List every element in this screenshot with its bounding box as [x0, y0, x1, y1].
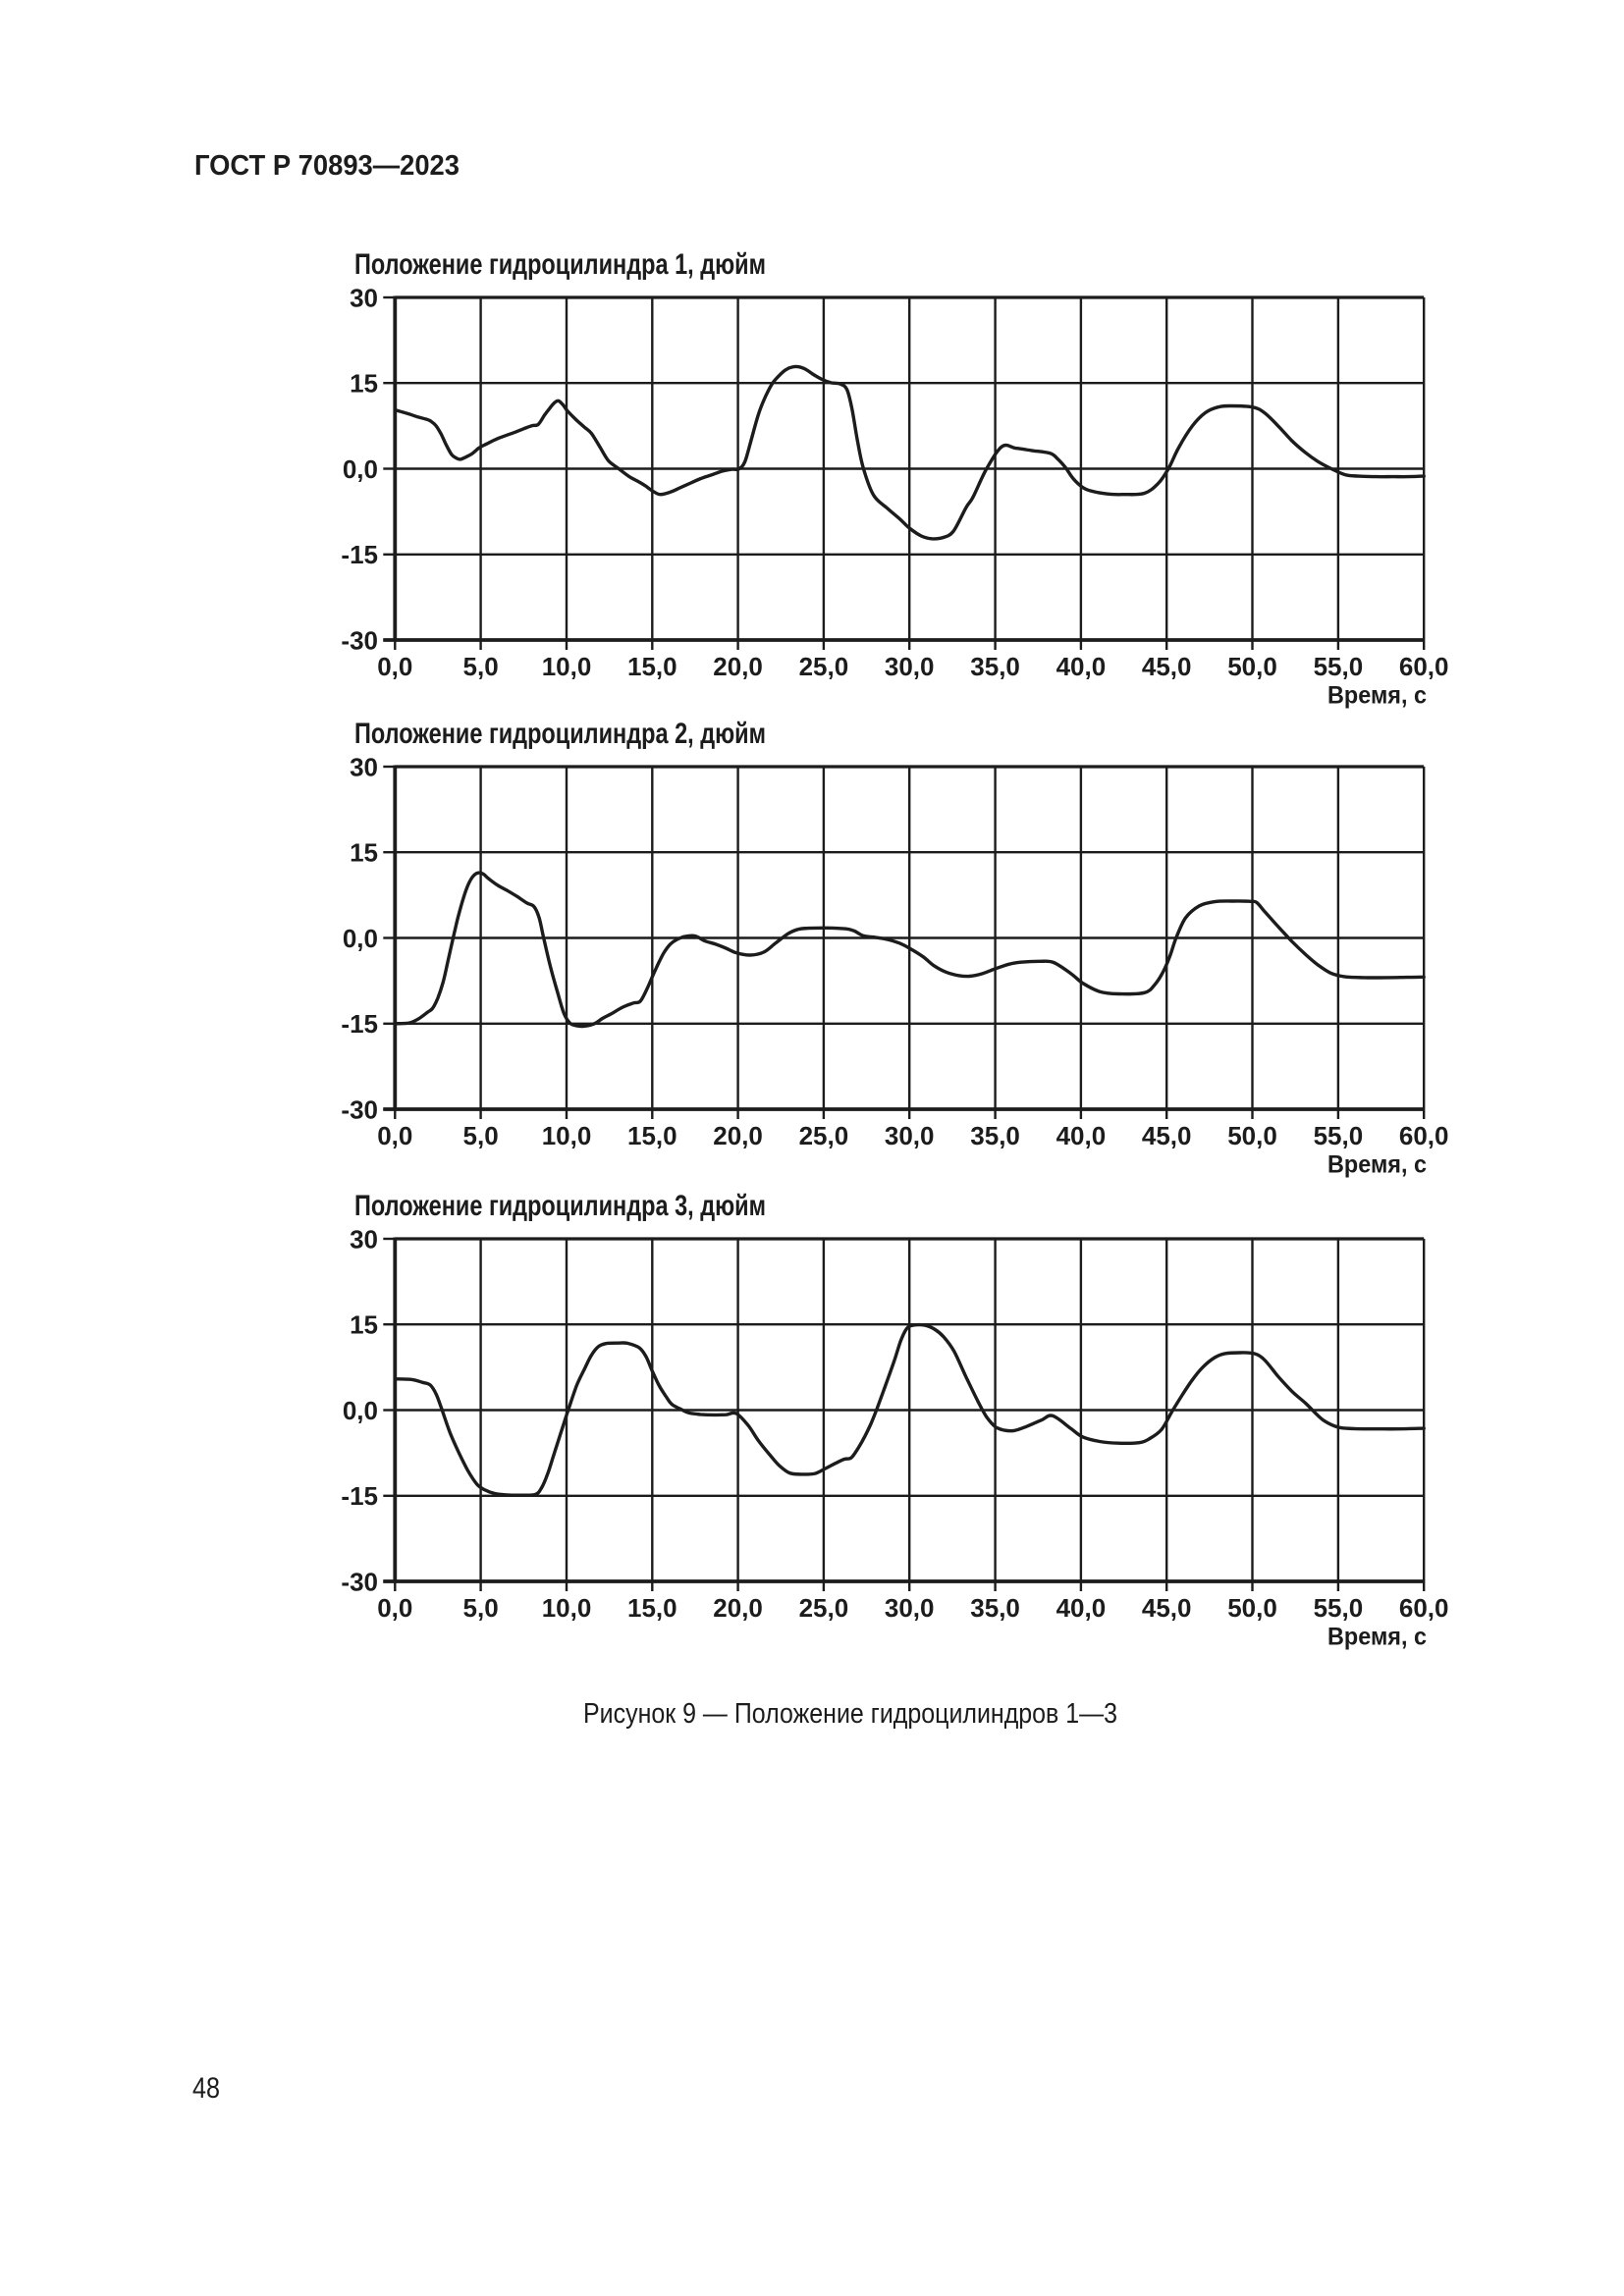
svg-text:Положение гидроцилиндра 3, дюй: Положение гидроцилиндра 3, дюйм [354, 1190, 766, 1222]
svg-text:25,0: 25,0 [799, 1121, 849, 1150]
svg-text:15,0: 15,0 [627, 1121, 677, 1150]
svg-text:10,0: 10,0 [542, 1593, 592, 1623]
svg-text:20,0: 20,0 [713, 1121, 763, 1150]
svg-text:10,0: 10,0 [542, 652, 592, 681]
svg-text:45,0: 45,0 [1142, 1121, 1192, 1150]
svg-text:55,0: 55,0 [1314, 652, 1364, 681]
svg-text:50,0: 50,0 [1227, 1593, 1277, 1623]
svg-text:0,0: 0,0 [343, 1396, 378, 1425]
svg-text:Время, с: Время, с [1327, 1624, 1427, 1651]
svg-text:45,0: 45,0 [1142, 652, 1192, 681]
svg-text:-15: -15 [341, 540, 378, 569]
svg-text:0,0: 0,0 [377, 1593, 412, 1623]
svg-text:Время, с: Время, с [1327, 1151, 1427, 1179]
svg-text:35,0: 35,0 [970, 1121, 1020, 1150]
svg-text:40,0: 40,0 [1056, 1593, 1107, 1623]
svg-text:35,0: 35,0 [970, 1593, 1020, 1623]
svg-text:30,0: 30,0 [885, 652, 935, 681]
svg-text:15: 15 [350, 1310, 378, 1340]
svg-text:Положение гидроцилиндра 1, дюй: Положение гидроцилиндра 1, дюйм [354, 248, 766, 281]
svg-text:5,0: 5,0 [463, 1121, 499, 1150]
svg-text:45,0: 45,0 [1142, 1593, 1192, 1623]
svg-text:10,0: 10,0 [542, 1121, 592, 1150]
svg-text:-30: -30 [341, 1567, 378, 1596]
svg-text:55,0: 55,0 [1314, 1121, 1364, 1150]
svg-text:25,0: 25,0 [799, 652, 849, 681]
svg-text:0,0: 0,0 [377, 652, 412, 681]
svg-text:55,0: 55,0 [1314, 1593, 1364, 1623]
svg-text:-15: -15 [341, 1481, 378, 1511]
svg-text:40,0: 40,0 [1056, 652, 1107, 681]
svg-text:15: 15 [350, 838, 378, 868]
svg-text:0,0: 0,0 [377, 1121, 412, 1150]
svg-text:Рисунок 9 — Положение гидроцил: Рисунок 9 — Положение гидроцилиндров 1—3 [583, 1698, 1117, 1730]
svg-text:30,0: 30,0 [885, 1593, 935, 1623]
svg-text:5,0: 5,0 [463, 652, 499, 681]
svg-text:30: 30 [350, 752, 378, 781]
svg-text:ГОСТ Р 70893—2023: ГОСТ Р 70893—2023 [194, 150, 460, 182]
svg-text:50,0: 50,0 [1227, 652, 1277, 681]
svg-text:60,0: 60,0 [1399, 1593, 1449, 1623]
svg-text:Положение гидроцилиндра 2, дюй: Положение гидроцилиндра 2, дюйм [354, 718, 766, 750]
svg-text:Время, с: Время, с [1327, 682, 1427, 710]
svg-text:15: 15 [350, 369, 378, 399]
svg-text:0,0: 0,0 [343, 924, 378, 953]
svg-text:60,0: 60,0 [1399, 652, 1449, 681]
svg-text:15,0: 15,0 [627, 652, 677, 681]
svg-text:20,0: 20,0 [713, 1593, 763, 1623]
svg-text:-30: -30 [341, 1095, 378, 1124]
svg-text:20,0: 20,0 [713, 652, 763, 681]
svg-text:0,0: 0,0 [343, 454, 378, 484]
svg-text:30,0: 30,0 [885, 1121, 935, 1150]
svg-text:48: 48 [192, 2072, 220, 2105]
svg-text:-15: -15 [341, 1009, 378, 1039]
svg-text:40,0: 40,0 [1056, 1121, 1107, 1150]
svg-text:15,0: 15,0 [627, 1593, 677, 1623]
svg-text:5,0: 5,0 [463, 1593, 499, 1623]
svg-text:30: 30 [350, 1224, 378, 1254]
svg-text:25,0: 25,0 [799, 1593, 849, 1623]
svg-text:30: 30 [350, 283, 378, 312]
svg-text:50,0: 50,0 [1227, 1121, 1277, 1150]
svg-text:-30: -30 [341, 625, 378, 655]
svg-text:60,0: 60,0 [1399, 1121, 1449, 1150]
svg-text:35,0: 35,0 [970, 652, 1020, 681]
